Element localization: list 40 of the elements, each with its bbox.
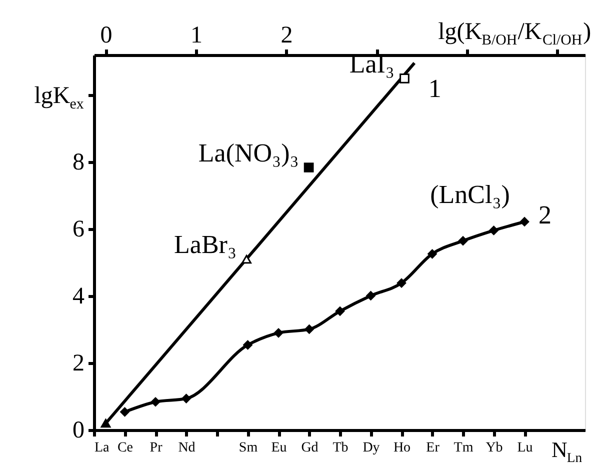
point [150, 397, 160, 406]
series-label: 2 [538, 200, 552, 230]
point [335, 306, 345, 316]
series-label: La(NO₃)₃ [198, 138, 299, 168]
point [428, 249, 437, 259]
x-tick-label: La [94, 440, 110, 456]
x-tick-label: Dy [362, 440, 380, 456]
x-tick-label: Tb [332, 440, 348, 456]
x-tick-label: Ho [393, 440, 411, 456]
y-tick-label: 2 [72, 350, 84, 377]
x-tick-label: Yb [486, 440, 503, 456]
point [458, 236, 468, 246]
point [120, 407, 130, 417]
x2-tick-label: 0 [100, 22, 112, 48]
y-tick-label: 4 [72, 284, 84, 310]
x-tick-label: Nd [178, 440, 196, 456]
x-tick-label: Er [426, 440, 440, 456]
x-tick-label: Lu [517, 440, 533, 456]
series-label: 1 [428, 74, 442, 104]
y-tick-label: 8 [72, 150, 84, 176]
x-tick-label: Eu [271, 440, 287, 456]
point [182, 394, 191, 404]
x-tick-label: Gd [301, 440, 318, 456]
x-tick-label: Tm [454, 440, 474, 456]
point [489, 226, 498, 236]
point [243, 340, 252, 350]
x-tick-label: Sm [238, 440, 258, 456]
x-tick-label: Ce [117, 440, 134, 456]
point [520, 217, 530, 226]
x2-tick-label: 2 [280, 22, 293, 48]
point [304, 324, 314, 334]
series-label: LaBr₃ [174, 230, 237, 260]
y-tick-label: 0 [72, 418, 84, 444]
point [274, 328, 284, 338]
point [366, 291, 376, 300]
annotation: (LnCl₃) [430, 180, 510, 209]
x-tick-label: Pr [150, 440, 163, 456]
point [396, 278, 406, 288]
x2-tick-label: 1 [190, 22, 202, 48]
y-tick-label: 6 [72, 216, 84, 243]
